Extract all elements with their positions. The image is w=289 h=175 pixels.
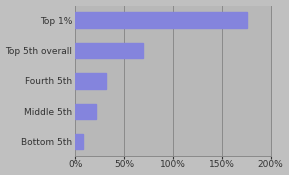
Bar [75,134,83,149]
Bar [75,73,105,89]
Bar [75,43,143,58]
Bar [75,104,96,119]
Bar [75,12,247,28]
